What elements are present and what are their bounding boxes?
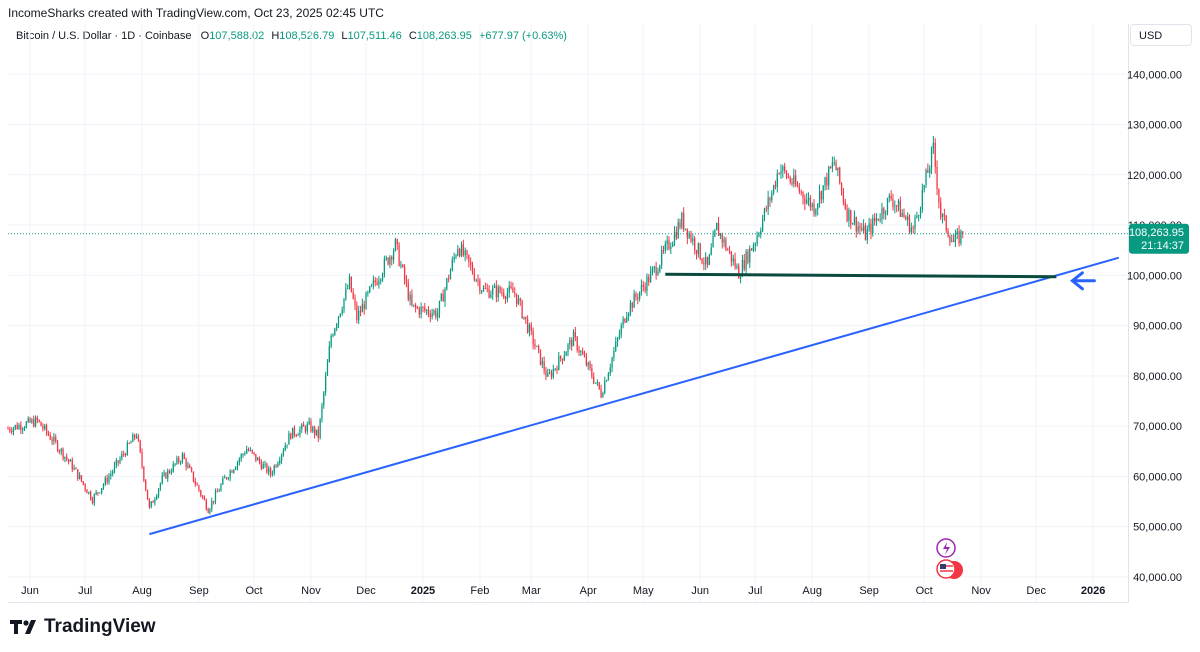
- y-tick-label: 130,000.00: [1127, 120, 1182, 132]
- price-tag-countdown: 21:14:37: [1141, 240, 1184, 252]
- y-tick-label: 80,000.00: [1133, 371, 1182, 383]
- low-value: 107,511.46: [347, 30, 402, 42]
- y-tick-label: 50,000.00: [1133, 522, 1182, 534]
- y-tick-label: 40,000.00: [1133, 572, 1182, 584]
- symbol-legend: Bitcoin / U.S. Dollar · 1D · Coinbase O1…: [16, 30, 571, 42]
- chart-pane[interactable]: [8, 24, 1129, 603]
- y-tick-label: 140,000.00: [1127, 69, 1182, 81]
- y-tick-label: 100,000.00: [1127, 270, 1182, 282]
- high-label: H: [271, 30, 280, 42]
- close-label: C: [408, 30, 417, 42]
- brand-name: TradingView: [44, 616, 156, 637]
- y-tick-label: 70,000.00: [1133, 421, 1182, 433]
- y-tick-label: 60,000.00: [1133, 471, 1182, 483]
- close-value: 108,263.95: [416, 30, 472, 42]
- change-value: +677.97 (+0.63%): [478, 30, 567, 42]
- high-value: 108,526.79: [279, 30, 335, 42]
- tradingview-logo[interactable]: TradingView: [10, 616, 156, 638]
- y-tick-label: 120,000.00: [1127, 170, 1182, 182]
- low-label: L: [341, 30, 348, 42]
- open-label: O: [200, 30, 210, 42]
- y-tick-label: 110,000.00: [1128, 220, 1182, 232]
- symbol-title: Bitcoin / U.S. Dollar · 1D · Coinbase: [16, 30, 192, 42]
- price-tag: [1129, 223, 1189, 254]
- open-value: 107,588.02: [209, 30, 265, 42]
- chart-caption: IncomeSharks created with TradingView.co…: [8, 6, 384, 20]
- tradingview-logo-icon: [10, 620, 36, 634]
- currency-selector[interactable]: USD: [1130, 24, 1192, 46]
- y-tick-label: 90,000.00: [1133, 321, 1182, 333]
- price-tag-value: 108,263.95: [1129, 227, 1184, 239]
